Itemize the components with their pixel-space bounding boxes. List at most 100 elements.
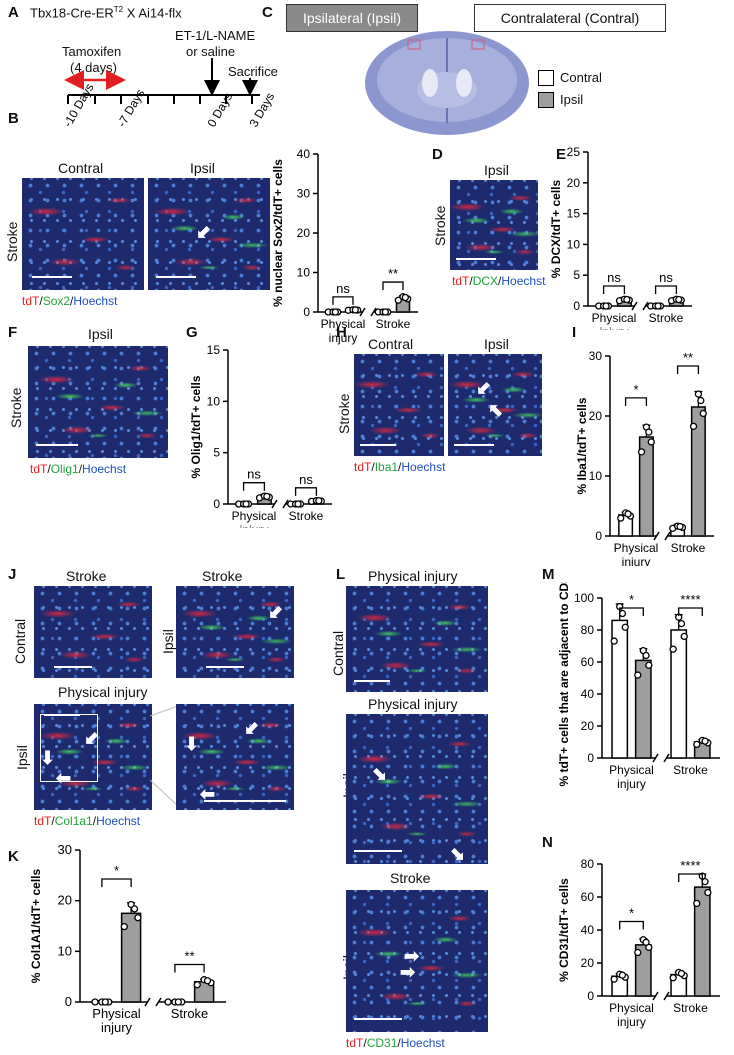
significance-bracket <box>332 296 354 305</box>
axis-break <box>631 301 638 311</box>
y-axis-label: % Col1A1/tdT+ cells <box>29 868 43 983</box>
significance-bracket <box>619 607 644 616</box>
axis-break <box>652 991 659 1001</box>
y-tick-label: 20 <box>581 956 595 970</box>
data-point <box>676 522 684 531</box>
significance-label: * <box>629 906 634 921</box>
data-point <box>704 888 712 897</box>
y-tick-label: 5 <box>573 268 580 282</box>
panel-a-title: Tbx18-Cre-ERT2 X Ai14-flx <box>30 5 182 21</box>
y-tick-label: 5 <box>213 446 220 460</box>
data-point <box>654 302 662 310</box>
h-side-label: Stroke <box>336 393 352 434</box>
data-point <box>701 737 709 745</box>
l-arrow-icon-3: ➡ <box>404 946 420 966</box>
group-label: Stroke <box>673 763 708 777</box>
l-micrograph-contral <box>346 586 488 692</box>
chart-n: 0 20 40 60 80 % CD31/tdT+ cells * Physical injur… <box>557 857 720 1029</box>
y-tick-label: 0 <box>213 497 220 511</box>
b-micrograph-contral <box>22 178 144 290</box>
data-point <box>193 981 201 989</box>
y-tick-label: 30 <box>589 349 603 363</box>
f-micrograph <box>28 346 168 458</box>
data-point <box>693 899 701 908</box>
panel-label-f: F <box>8 324 18 341</box>
l-micrograph-stroke: ➡ ➡ <box>346 890 488 1032</box>
data-point <box>618 971 627 979</box>
h-micrograph-ipsil: ⬋ ⬉ <box>448 354 542 456</box>
panel-label-c: C <box>262 4 273 21</box>
data-point <box>203 977 212 985</box>
group-label: Stroke <box>649 311 684 325</box>
j-arrow-icon-6: ⬅ <box>200 784 216 804</box>
data-point <box>701 878 709 886</box>
significance-label: ns <box>607 270 621 285</box>
b-side-label: Stroke <box>4 221 20 262</box>
panel-label-b: B <box>8 110 19 127</box>
y-tick-label: 0 <box>573 299 580 313</box>
y-tick-label: 40 <box>581 687 595 701</box>
y-tick-label: 0 <box>595 529 602 543</box>
significance-bracket <box>678 873 703 882</box>
b-micrograph-ipsil: ⬋ <box>148 178 270 290</box>
treatment-label-2: or saline <box>186 44 236 59</box>
j-arrow-icon-2: ⬇ <box>40 748 56 768</box>
data-point <box>91 998 99 1006</box>
panel-label-j: J <box>8 566 17 583</box>
h-ipsil-title: Ipsil <box>484 336 509 352</box>
axis-break <box>370 307 377 317</box>
f-title: Ipsil <box>88 326 113 342</box>
data-point <box>164 998 172 1006</box>
data-point <box>134 914 142 922</box>
y-axis-label: % DCX/tdT+ cells <box>549 180 563 279</box>
b-ipsil-title: Ipsil <box>190 160 215 176</box>
data-point <box>331 308 339 316</box>
axis-break <box>282 499 289 509</box>
j-arrow-icon-4: ⬋ <box>84 728 100 748</box>
b-arrow-icon: ⬋ <box>196 222 212 242</box>
legend-ipsil-label: Ipsil <box>560 92 584 107</box>
data-point <box>174 998 182 1006</box>
y-axis-label: % Olig1/tdT+ cells <box>189 375 203 478</box>
h-contral-title: Contral <box>368 336 414 352</box>
significance-label: ns <box>299 472 313 487</box>
y-tick-label: 20 <box>589 409 603 423</box>
j-arrow-icon-3: ⬅ <box>56 768 72 788</box>
y-tick-label: 40 <box>581 923 595 937</box>
significance-label: ** <box>683 350 693 365</box>
y-tick-label: 15 <box>207 343 221 357</box>
data-point <box>634 671 642 679</box>
h-micrograph-contral <box>354 354 444 456</box>
h-arrow-icon-2: ⬉ <box>488 400 504 420</box>
axis-break <box>359 307 366 317</box>
significance-bracket <box>174 963 205 973</box>
axis-break <box>664 531 671 541</box>
data-point <box>394 296 402 304</box>
data-point <box>120 922 128 931</box>
y-tick-label: 20 <box>297 226 311 240</box>
y-tick-label: 60 <box>581 890 595 904</box>
significance-bracket <box>619 920 644 930</box>
group-label: Stroke <box>289 509 324 523</box>
chart-i: 0 10 20 30 % Iba1/tdT+ cells * Physical injury *… <box>575 349 714 566</box>
chart-g: 0 5 10 15 % Olig1/tdT+ cells ns Physicalinjury… <box>189 343 332 528</box>
y-tick-label: 60 <box>581 655 595 669</box>
y-tick-label: 15 <box>567 207 581 221</box>
l-phys-title-2: Physical injury <box>368 696 458 712</box>
d-micrograph <box>450 180 538 270</box>
j-micrograph-zoom: ⬇ ⬅ ⬋ <box>176 704 294 810</box>
data-point <box>315 497 323 505</box>
data-point <box>689 422 698 430</box>
significance-bracket <box>294 487 318 496</box>
l-arrow-icon-4: ➡ <box>400 962 416 982</box>
y-axis-label: % CD31/tdT+ cells <box>557 878 571 982</box>
y-tick-label: 25 <box>567 145 581 159</box>
panel-label-l: L <box>336 566 346 583</box>
y-axis-label: % nuclear Sox2/tdT+ cells <box>271 159 285 307</box>
axis-break <box>271 499 278 509</box>
